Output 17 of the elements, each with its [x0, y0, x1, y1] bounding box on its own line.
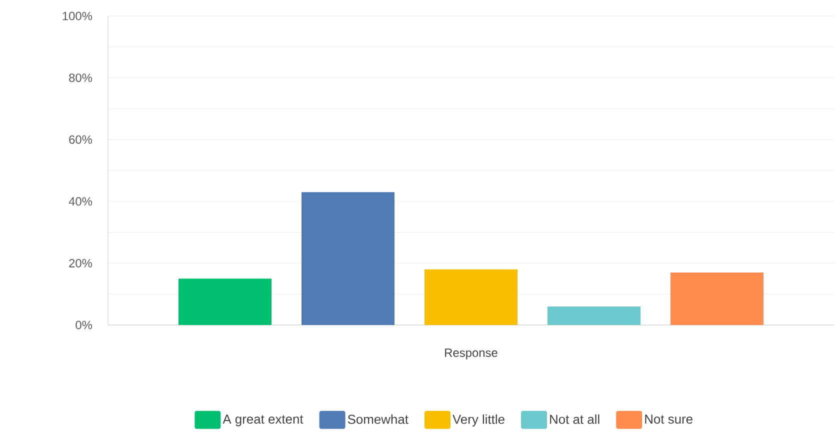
bar — [302, 192, 395, 325]
legend-label: Not at all — [550, 414, 600, 424]
bar — [424, 269, 518, 325]
bar — [178, 278, 272, 325]
x-axis-title: Response — [445, 348, 498, 360]
legend-label: Very little — [452, 414, 504, 426]
bar — [548, 306, 641, 325]
y-tick-label: 0% — [76, 320, 92, 330]
y-tick-label: 100% — [62, 12, 92, 20]
legend-label: Somewhat — [348, 414, 408, 424]
y-tick-label: 20% — [69, 258, 92, 268]
y-tick-label: 60% — [69, 135, 92, 144]
legend-label: A great extent — [222, 414, 304, 426]
bar — [670, 272, 764, 325]
legend-label: Not sure — [645, 414, 692, 424]
y-tick-label: 40% — [68, 197, 92, 206]
y-tick-label: 80% — [69, 74, 92, 82]
